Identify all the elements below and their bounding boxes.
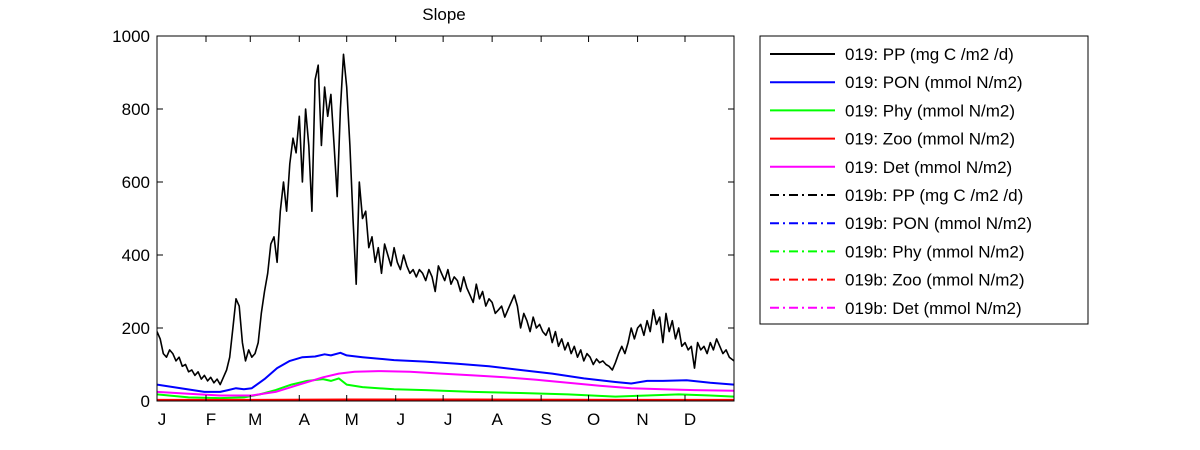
plot-area	[157, 53, 734, 401]
y-tick-label: 1000	[112, 27, 150, 46]
x-tick-label: J	[444, 410, 453, 429]
y-tick-label: 0	[141, 392, 150, 411]
y-tick-label: 200	[122, 319, 150, 338]
x-tick-label: F	[206, 410, 216, 429]
axes-frame	[156, 35, 735, 402]
series-line-0	[157, 53, 734, 386]
legend-label-3: 019: Zoo (mmol N/m2)	[845, 130, 1015, 149]
legend-label-0: 019: PP (mg C /m2 /d)	[845, 45, 1014, 64]
x-tick-label: S	[540, 410, 551, 429]
x-tick-label: J	[396, 410, 405, 429]
legend-label-5: 019b: PP (mg C /m2 /d)	[845, 186, 1023, 205]
legend-label-7: 019b: Phy (mmol N/m2)	[845, 242, 1025, 261]
x-tick-label: A	[299, 410, 311, 429]
legend-label-6: 019b: PON (mmol N/m2)	[845, 214, 1032, 233]
legend-label-1: 019: PON (mmol N/m2)	[845, 73, 1023, 92]
chart-title: Slope	[422, 5, 465, 24]
x-tick-label: M	[345, 410, 359, 429]
x-tick-label: M	[248, 410, 262, 429]
y-tick-label: 800	[122, 100, 150, 119]
axes: 0 200 400 600 800 1000 J F M A M J J A S O N D	[112, 27, 735, 429]
x-tick-label: O	[587, 410, 600, 429]
x-tick-label: N	[636, 410, 648, 429]
y-tick-label: 400	[122, 246, 150, 265]
legend-label-4: 019: Det (mmol N/m2)	[845, 158, 1012, 177]
series-line-1	[157, 351, 734, 393]
legend-label-9: 019b: Det (mmol N/m2)	[845, 299, 1022, 318]
x-tick-label: D	[684, 410, 696, 429]
series-line-4	[157, 370, 734, 397]
x-tick-label: J	[158, 410, 167, 429]
legend-label-8: 019b: Zoo (mmol N/m2)	[845, 271, 1025, 290]
y-tick-label: 600	[122, 173, 150, 192]
x-tick-label: A	[491, 410, 503, 429]
legend-box	[759, 35, 1089, 325]
legend-label-2: 019: Phy (mmol N/m2)	[845, 101, 1015, 120]
legend: 019: PP (mg C /m2 /d) 019: PON (mmol N/m2…	[759, 35, 1089, 325]
